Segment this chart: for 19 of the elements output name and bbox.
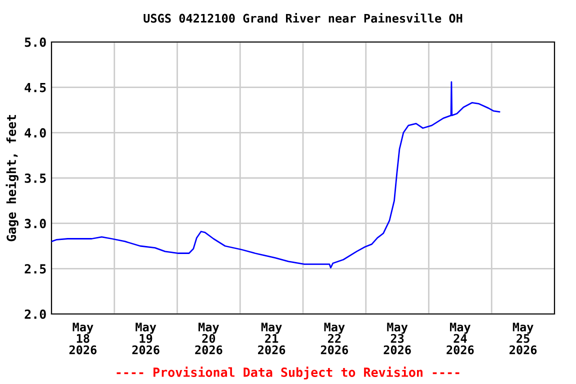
x-tick-label: May 22 2026: [320, 322, 348, 354]
x-tick-label: May 19 2026: [132, 322, 160, 354]
y-tick-label: 2.0: [24, 309, 46, 319]
x-tick-label: May 20 2026: [195, 322, 222, 354]
x-tick-label: May 21 2026: [258, 322, 286, 354]
x-tick-label: May 18 2026: [69, 322, 97, 354]
line-series: [52, 81, 500, 268]
y-tick-label: 5.0: [24, 37, 46, 47]
y-tick-label: 3.0: [24, 218, 46, 228]
y-tick-label: 4.5: [24, 82, 46, 92]
y-tick-label: 3.5: [24, 173, 46, 183]
text: ---- Provisional Data Subject to Revision ----: [116, 366, 460, 380]
y-tick-label: 4.0: [24, 128, 46, 138]
y-tick-label: 2.5: [24, 264, 46, 274]
chart-title: USGS 04212100 Grand River near Painesville OH: [144, 12, 462, 23]
x-tick-label: May 25 2026: [510, 322, 537, 354]
x-tick-label: May 23 2026: [384, 322, 411, 354]
y-axis-title: Gage height, feet: [6, 115, 18, 242]
x-tick-label: May 24 2026: [446, 322, 474, 354]
